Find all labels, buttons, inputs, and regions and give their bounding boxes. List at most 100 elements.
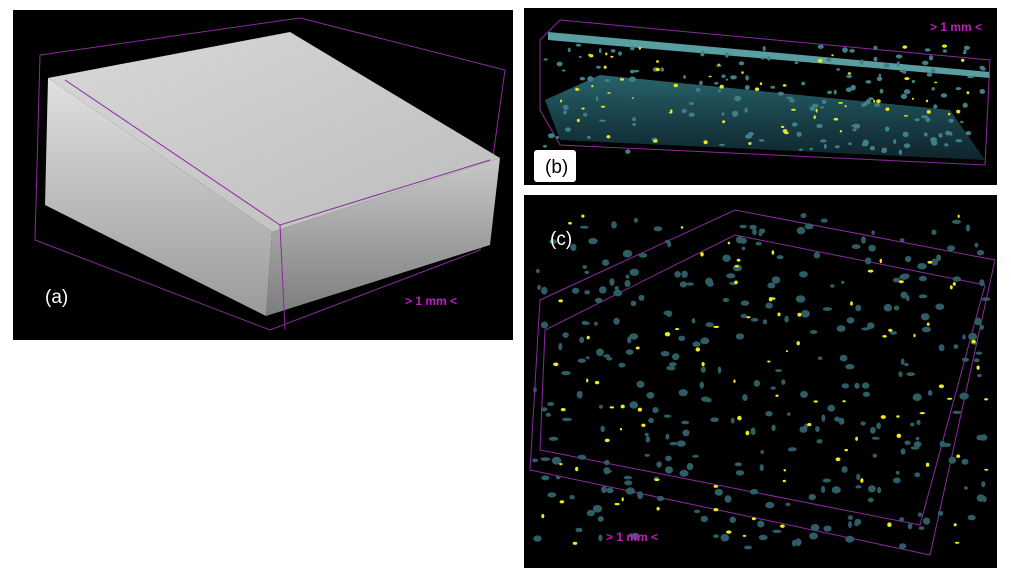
particle	[787, 412, 791, 416]
particle	[681, 421, 689, 424]
particle	[872, 437, 880, 440]
particle	[978, 494, 983, 502]
particle	[781, 379, 785, 385]
particle	[573, 542, 578, 545]
particle	[952, 220, 961, 224]
particle	[840, 130, 842, 132]
particle	[916, 437, 920, 441]
particle	[645, 433, 649, 437]
particle	[913, 334, 915, 338]
particle	[541, 475, 549, 480]
particle	[856, 474, 860, 480]
particle	[868, 245, 876, 252]
scale-bar: > 1 mm <	[405, 294, 457, 308]
particle	[915, 118, 920, 121]
particle	[579, 56, 582, 58]
particle	[562, 69, 566, 71]
particle	[665, 434, 669, 440]
particle	[816, 124, 823, 128]
particle	[619, 363, 626, 368]
particle	[842, 47, 848, 53]
particle	[902, 45, 907, 48]
particle	[931, 68, 935, 73]
particle	[795, 62, 799, 65]
particle	[669, 442, 677, 445]
particle	[918, 512, 922, 517]
particle	[553, 363, 558, 367]
particle	[748, 142, 751, 145]
particle	[533, 387, 537, 392]
particle	[848, 521, 852, 528]
particle	[908, 523, 913, 529]
particle	[607, 92, 611, 94]
particle	[799, 271, 808, 277]
particle	[618, 51, 622, 55]
particle	[906, 372, 915, 376]
particle	[763, 319, 767, 324]
particle	[849, 49, 855, 53]
particle	[629, 401, 638, 409]
particle	[897, 434, 902, 438]
particle	[974, 358, 980, 362]
particle	[832, 486, 841, 493]
particle	[772, 276, 780, 283]
particle	[763, 46, 766, 51]
particle	[827, 405, 835, 412]
particle	[714, 485, 719, 488]
particle	[876, 423, 881, 430]
particle	[827, 91, 832, 95]
particle	[721, 74, 725, 78]
particle	[934, 82, 937, 84]
particle	[706, 398, 712, 403]
particle	[543, 145, 547, 148]
particle	[595, 298, 603, 303]
particle	[979, 325, 984, 330]
particle	[610, 406, 615, 408]
particle	[772, 250, 775, 255]
particle	[725, 495, 732, 503]
particle	[700, 338, 709, 345]
particle	[854, 523, 859, 526]
particle	[631, 301, 637, 307]
particle	[689, 102, 694, 105]
particle	[639, 295, 645, 301]
particle	[578, 359, 586, 363]
particle	[861, 421, 866, 425]
particle	[541, 287, 547, 295]
particle	[904, 363, 909, 366]
particle	[681, 226, 683, 229]
particle	[556, 136, 559, 139]
particle	[949, 457, 957, 464]
particle	[598, 516, 604, 522]
particle	[980, 434, 987, 441]
particle	[950, 285, 953, 289]
particle	[718, 89, 721, 92]
particle	[984, 469, 988, 471]
particle	[722, 255, 730, 262]
particle	[927, 110, 931, 114]
particle	[613, 290, 622, 297]
particle	[786, 350, 788, 352]
particle	[797, 341, 800, 345]
panel-a: (a) > 1 mm <	[13, 10, 513, 340]
particle	[899, 280, 904, 283]
particle	[977, 374, 982, 377]
particle	[599, 405, 603, 409]
particle	[977, 366, 980, 370]
particle	[745, 134, 752, 138]
particle	[979, 279, 984, 286]
particle	[813, 400, 818, 402]
particle	[959, 393, 968, 400]
particle	[536, 269, 540, 273]
particle	[818, 59, 823, 63]
particle	[736, 333, 744, 339]
particle	[809, 106, 815, 111]
particle	[682, 109, 687, 113]
particle	[789, 99, 795, 102]
particle	[686, 282, 693, 285]
particle	[713, 508, 718, 511]
particle	[730, 517, 736, 523]
particle	[567, 418, 572, 421]
particle	[854, 383, 859, 389]
particle	[871, 230, 875, 235]
